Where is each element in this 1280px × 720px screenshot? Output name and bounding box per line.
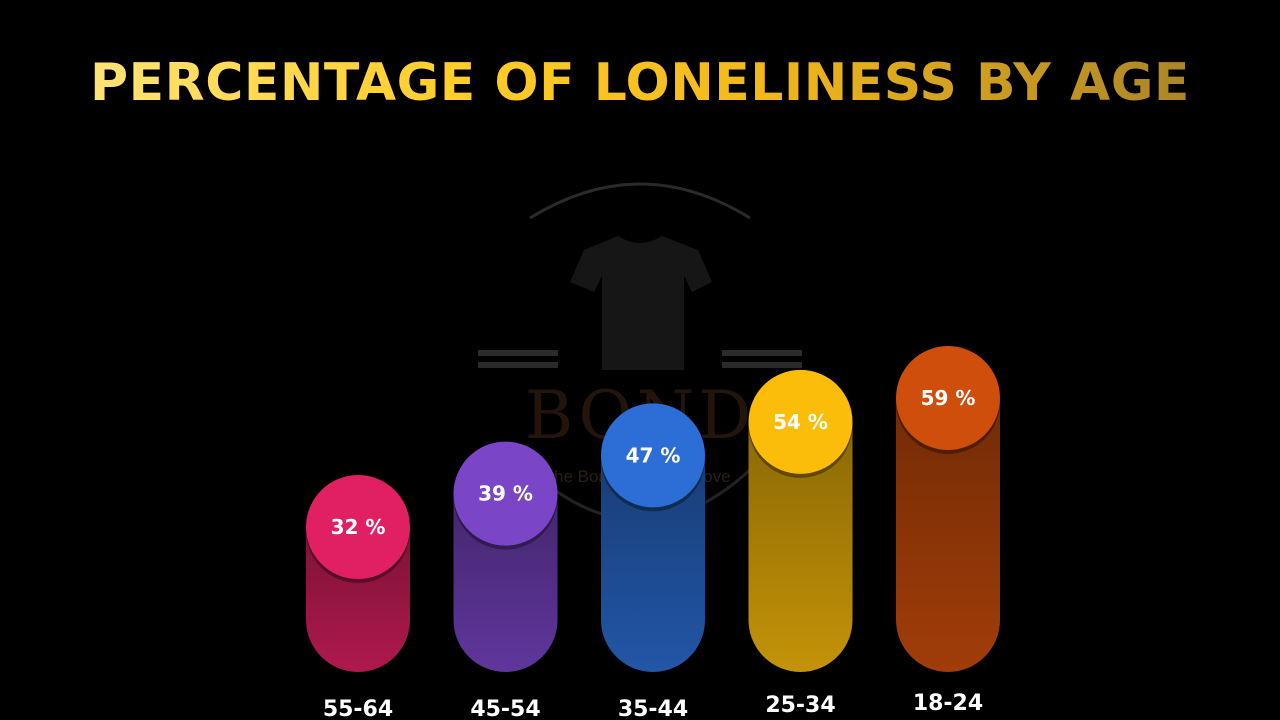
value-label-18-24: 59 %	[921, 386, 976, 410]
bar-cap-45-54	[453, 441, 558, 546]
category-label-25-34: 25-34	[765, 693, 835, 718]
bar-cap-18-24	[896, 345, 1000, 450]
watermark-line-left-2	[478, 362, 558, 368]
bar-25-34	[748, 421, 853, 673]
value-label-45-54: 39 %	[478, 482, 533, 506]
category-label-35-44: 35-44	[618, 697, 688, 720]
bar-18-24	[896, 397, 1000, 672]
category-label-45-54: 45-54	[470, 697, 540, 720]
bar-35-44	[601, 455, 705, 672]
bar-cap-25-34	[748, 369, 853, 474]
watermark-line-right-1	[722, 350, 802, 356]
watermark-line-left-1	[478, 350, 558, 356]
tshirt-icon	[570, 236, 712, 370]
category-label-18-24: 18-24	[913, 691, 983, 716]
chart-title: PERCENTAGE OF LONELINESS BY AGE	[0, 52, 1280, 114]
bar-cap-35-44	[601, 403, 705, 508]
bar-group-55-64: 32 % 55-64	[306, 475, 410, 720]
category-label-55-64: 55-64	[323, 697, 393, 720]
watermark-line-right-2	[722, 362, 802, 368]
value-label-55-64: 32 %	[331, 515, 386, 539]
bar-group-18-24: 59 % 18-24	[896, 345, 1000, 716]
bar-group-45-54: 39 % 45-54	[453, 441, 558, 720]
watermark-arc-top	[529, 182, 751, 220]
bars-layer: 32 % 55-64 39 % 45-54 47 % 35-44 54 % 25-34 59 %…	[306, 345, 1000, 720]
bar-group-25-34: 54 % 25-34	[748, 369, 853, 718]
value-label-25-34: 54 %	[773, 410, 828, 434]
value-label-35-44: 47 %	[626, 443, 681, 467]
bar-group-35-44: 47 % 35-44	[601, 403, 705, 720]
bar-cap-55-64	[306, 475, 410, 580]
